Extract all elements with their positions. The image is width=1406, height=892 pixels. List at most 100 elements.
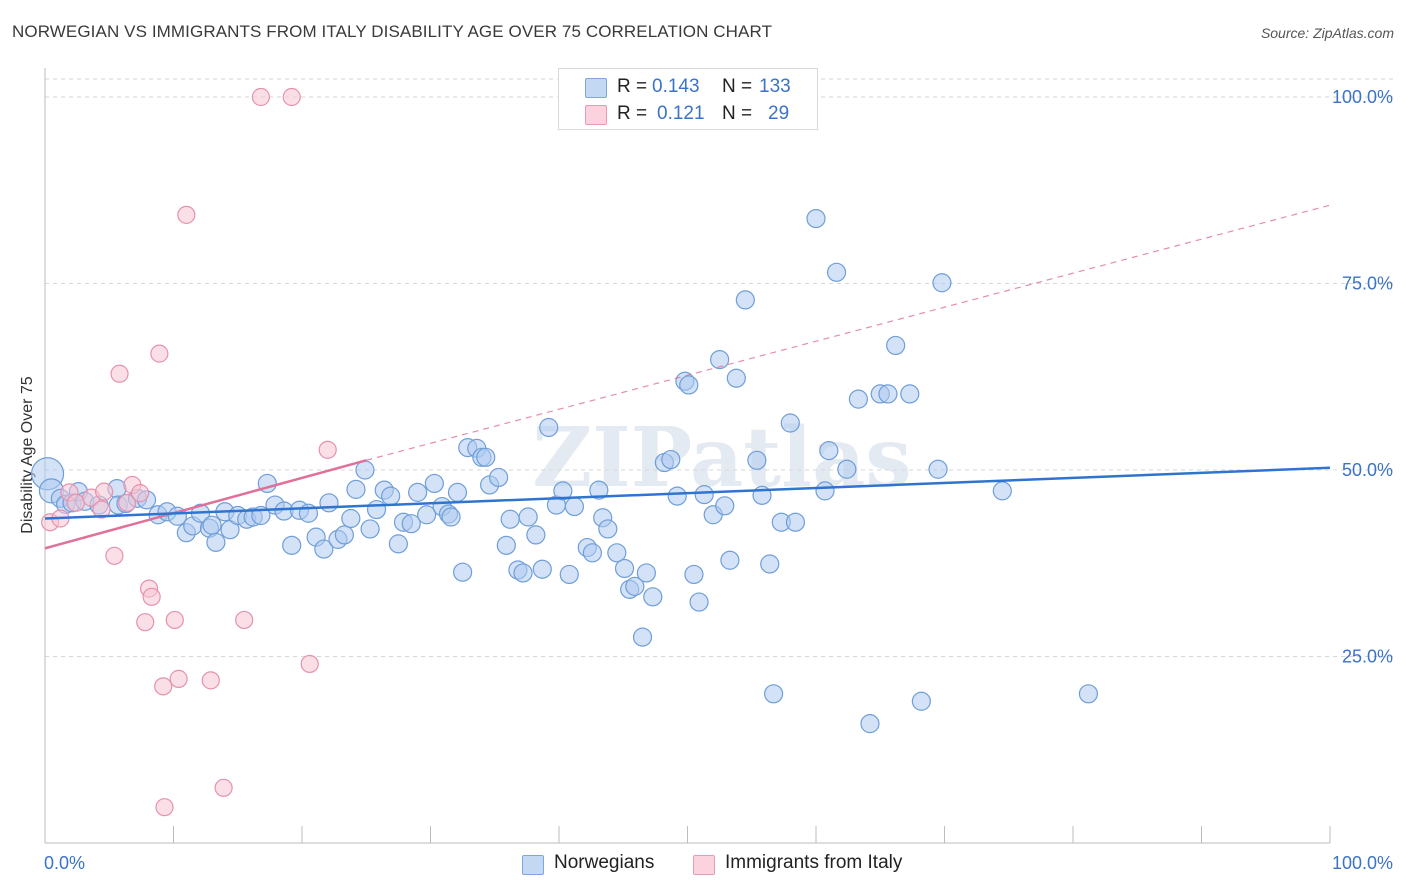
norwegian-point <box>513 563 533 583</box>
norwegian-point <box>564 496 585 517</box>
norwegian-point <box>553 481 573 501</box>
italy-point <box>282 87 301 107</box>
legend-swatch-norwegians <box>585 78 607 98</box>
norwegian-point <box>355 460 375 480</box>
norwegian-point <box>694 485 714 505</box>
norwegian-point <box>476 447 496 467</box>
italy-point <box>136 613 155 632</box>
norwegian-point <box>401 514 421 534</box>
norwegian-point <box>667 486 687 506</box>
norwegian-point <box>747 450 767 470</box>
norwegian-point <box>341 508 361 529</box>
italy-point <box>66 493 85 512</box>
norwegian-point <box>202 515 222 535</box>
norwegian-point <box>928 459 948 479</box>
legend-label-norwegians: Norwegians <box>554 852 655 873</box>
norwegian-point <box>314 539 334 559</box>
italy-point <box>130 484 150 503</box>
norwegian-point <box>632 627 653 647</box>
norwegian-point <box>763 684 784 704</box>
italy-point <box>110 364 129 383</box>
norwegian-point <box>453 562 473 582</box>
norwegian-point <box>815 481 835 501</box>
legend-swatch-norwegians <box>522 855 544 875</box>
italy-point <box>165 610 184 630</box>
norwegian-point <box>661 449 681 470</box>
italy-trend-extension <box>366 204 1331 461</box>
italy-point <box>154 677 173 696</box>
italy-point <box>169 669 188 688</box>
norwegian-point <box>206 532 226 552</box>
norwegian-point <box>559 564 579 585</box>
series-legend: Norwegians Immigrants from Italy <box>0 852 1406 878</box>
norwegian-point <box>366 499 387 520</box>
x-tick-label: 0.0% <box>44 853 85 873</box>
italy-point <box>92 500 111 519</box>
norwegian-point <box>848 389 869 409</box>
italy-point <box>142 587 161 606</box>
norwegian-point <box>689 592 709 612</box>
norwegian-point <box>785 512 806 532</box>
stats-legend: R = 0.143 N = 133 R = 0.121 N = 29 <box>558 68 818 130</box>
norwegian-point <box>735 290 755 310</box>
legend-row-italy: R = 0.121 N = 29 <box>559 101 817 127</box>
source-label: Source: ZipAtlas.com <box>1260 25 1394 41</box>
italy-point <box>318 440 337 459</box>
legend-n-label: N = <box>722 103 753 124</box>
norwegian-point <box>598 519 618 539</box>
norwegian-point <box>911 691 931 711</box>
chart-title: NORWEGIAN VS IMMIGRANTS FROM ITALY DISAB… <box>12 22 773 41</box>
italy-point <box>300 654 319 674</box>
norwegian-point <box>886 335 906 356</box>
norwegian-point <box>417 505 437 525</box>
legend-n-value: 29 <box>768 103 790 124</box>
italy-point <box>155 798 174 817</box>
norwegian-point <box>837 459 857 479</box>
norwegian-point <box>607 543 627 563</box>
legend-r-value: 0.143 <box>652 76 700 97</box>
italy-point <box>150 344 169 363</box>
italy-point <box>251 87 270 107</box>
norwegian-point <box>388 534 408 554</box>
legend-label-italy: Immigrants from Italy <box>725 852 903 873</box>
italy-point <box>235 610 254 630</box>
y-tick-label: 50.0% <box>1342 460 1393 480</box>
legend-r-label: R = <box>617 76 648 97</box>
norwegian-point <box>526 525 546 545</box>
italy-trend-line <box>44 459 367 550</box>
norwegian-point <box>826 262 847 282</box>
norwegian-point <box>532 559 552 579</box>
legend-row-norwegians: R = 0.143 N = 133 <box>559 74 817 100</box>
norwegian-point <box>381 486 401 506</box>
legend-r-value: 0.121 <box>657 103 705 124</box>
norwegian-point <box>582 543 603 563</box>
y-tick-label: 25.0% <box>1342 647 1393 667</box>
italy-point <box>214 778 233 797</box>
norwegian-point <box>900 384 920 404</box>
norwegian-point <box>878 384 898 404</box>
norwegian-point <box>614 558 635 579</box>
norwegian-point <box>636 563 656 583</box>
norwegian-point <box>441 507 461 527</box>
norwegian-point <box>496 535 516 555</box>
norwegian-point <box>720 550 740 570</box>
legend-n-label: N = <box>722 76 753 97</box>
italy-point <box>118 493 137 512</box>
norwegian-point <box>500 509 520 529</box>
norwegian-point <box>860 714 880 734</box>
norwegian-point <box>319 493 339 513</box>
norwegian-point <box>932 273 952 293</box>
norwegian-point <box>625 576 645 596</box>
x-tick-label: 100.0% <box>1332 853 1393 873</box>
norwegian-point <box>282 535 302 555</box>
norwegian-point <box>424 473 444 494</box>
norwegian-point <box>679 375 699 395</box>
norwegian-point <box>726 368 746 388</box>
norwegian-point <box>760 554 780 574</box>
y-tick-label: 75.0% <box>1342 274 1393 294</box>
norwegian-point <box>360 519 380 539</box>
legend-swatch-italy <box>585 105 607 125</box>
norwegian-point <box>334 525 355 545</box>
norwegian-point <box>346 479 366 499</box>
